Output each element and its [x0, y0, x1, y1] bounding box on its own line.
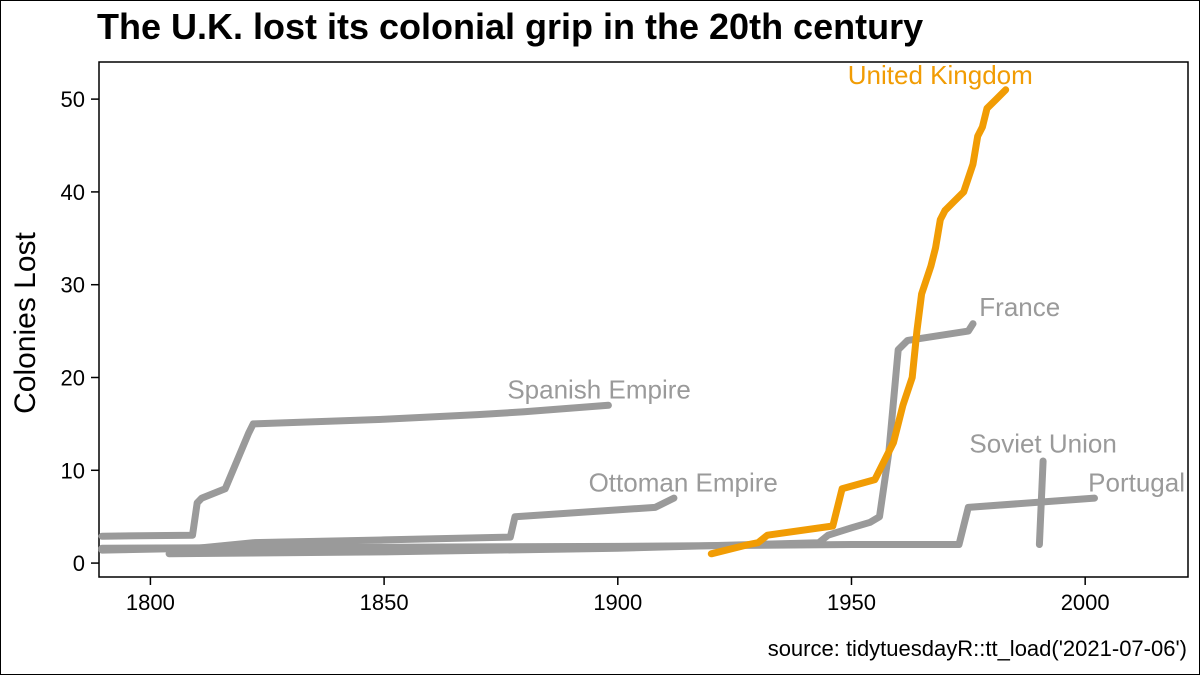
- series-label-soviet-union: Soviet Union: [969, 428, 1116, 458]
- y-axis-title: Colonies Lost: [9, 231, 42, 413]
- y-tick-label: 50: [61, 87, 85, 112]
- series-line-ottoman-empire: [98, 494, 678, 554]
- x-tick-label: 1900: [593, 590, 642, 615]
- source-caption: source: tidytuesdayR::tt_load('2021-07-0…: [767, 636, 1187, 661]
- x-tick-label: 1800: [126, 590, 175, 615]
- series-line-united-kingdom: [707, 86, 1010, 558]
- series-label-spanish-empire: Spanish Empire: [507, 375, 691, 405]
- plot-panel-border: [98, 61, 1189, 578]
- series-line-soviet-union: [1035, 457, 1047, 548]
- series-label-france: France: [979, 292, 1060, 322]
- y-tick-label: 10: [61, 458, 85, 483]
- series-label-portugal: Portugal: [1088, 467, 1185, 497]
- chart-title: The U.K. lost its colonial grip in the 2…: [97, 6, 924, 47]
- series-label-ottoman-empire: Ottoman Empire: [589, 467, 778, 497]
- y-tick-label: 0: [73, 551, 85, 576]
- series-line-portugal: [98, 494, 1098, 552]
- y-tick-label: 20: [61, 365, 85, 390]
- x-tick-label: 1850: [360, 590, 409, 615]
- y-tick-label: 40: [61, 180, 85, 205]
- series-label-united-kingdom: United Kingdom: [848, 60, 1033, 90]
- y-tick-label: 30: [61, 273, 85, 298]
- x-tick-label: 1950: [827, 590, 876, 615]
- series-line-france: [165, 320, 977, 558]
- series-line-spanish-empire: [98, 401, 612, 540]
- x-tick-label: 2000: [1061, 590, 1110, 615]
